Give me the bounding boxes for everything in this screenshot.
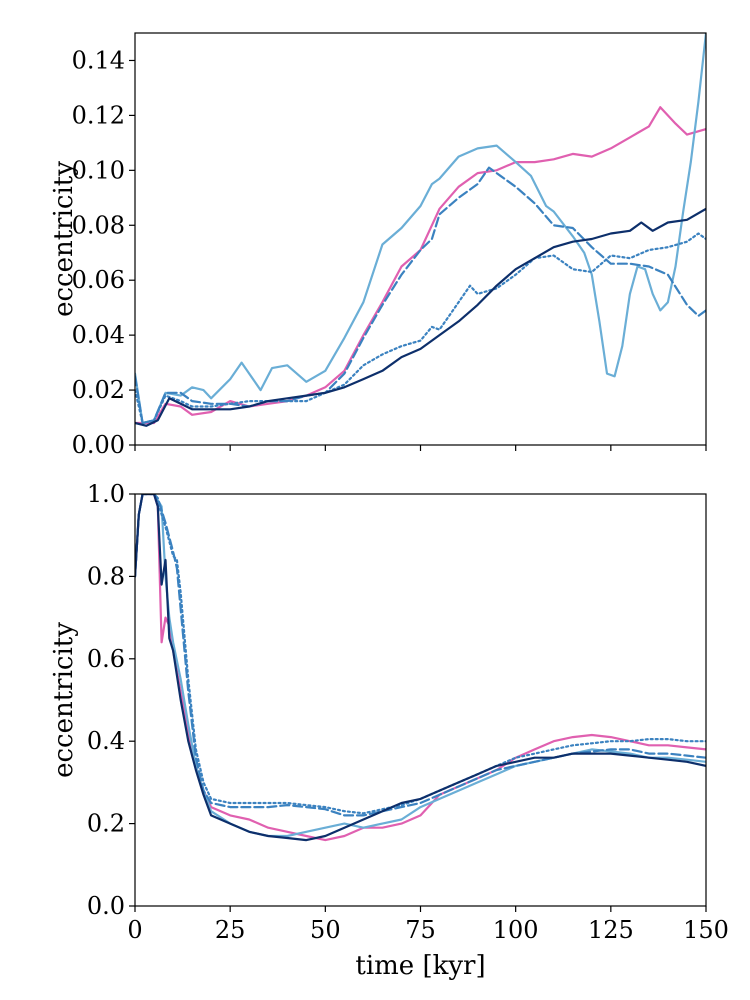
series-line-5 <box>135 207 706 427</box>
x-tick-label: 100 <box>493 916 539 944</box>
series-line-1 <box>135 106 706 425</box>
x-tick-label: 25 <box>215 916 246 944</box>
series-line-4 <box>135 494 706 815</box>
y-tick-label: 0.04 <box>72 321 125 349</box>
top-panel: 0.00 0.02 0.04 0.06 0.08 0.10 0.12 0.14 eccentri… <box>49 32 707 459</box>
y-tick-label: 0.10 <box>72 156 125 184</box>
y-tick-label: 0.02 <box>72 376 125 404</box>
axes-frame <box>134 493 707 907</box>
series-line-2 <box>135 33 706 425</box>
y-tick-label: 0.0 <box>87 892 125 920</box>
y-tick-label: 0.08 <box>72 211 125 239</box>
series-line-5 <box>135 494 706 842</box>
series-group <box>135 494 706 842</box>
series-line-4 <box>135 232 706 425</box>
y-tick-label: 1.0 <box>87 480 125 508</box>
y-tick-label: 0.4 <box>87 727 125 755</box>
x-tick-label: 0 <box>127 916 142 944</box>
x-tick-label: 150 <box>683 916 729 944</box>
y-tick-label: 0.6 <box>87 645 125 673</box>
y-tick-label: 0.00 <box>72 431 125 459</box>
axes-frame <box>134 32 707 446</box>
series-line-2 <box>135 494 706 838</box>
y-tick-label: 0.12 <box>72 101 125 129</box>
y-axis-label: eccentricity <box>49 161 79 317</box>
y-tick-label: 0.06 <box>72 266 125 294</box>
series-group <box>135 33 706 427</box>
x-axis-label: time [kyr] <box>355 951 485 981</box>
series-line-1 <box>135 494 706 842</box>
y-axis-label: eccentricity <box>49 622 79 778</box>
x-tick-label: 75 <box>405 916 436 944</box>
y-tick-label: 0.2 <box>87 810 125 838</box>
y-tick-label: 0.8 <box>87 562 125 590</box>
series-line-3 <box>135 166 706 425</box>
bottom-panel: 0 25 50 75 100 125 150 0.0 0.2 0.4 0.6 0.8 1.0 eccent… <box>49 480 729 981</box>
series-line-3 <box>135 494 706 817</box>
y-tick-label: 0.14 <box>72 46 125 74</box>
x-tick-label: 125 <box>588 916 634 944</box>
x-tick-label: 50 <box>310 916 341 944</box>
